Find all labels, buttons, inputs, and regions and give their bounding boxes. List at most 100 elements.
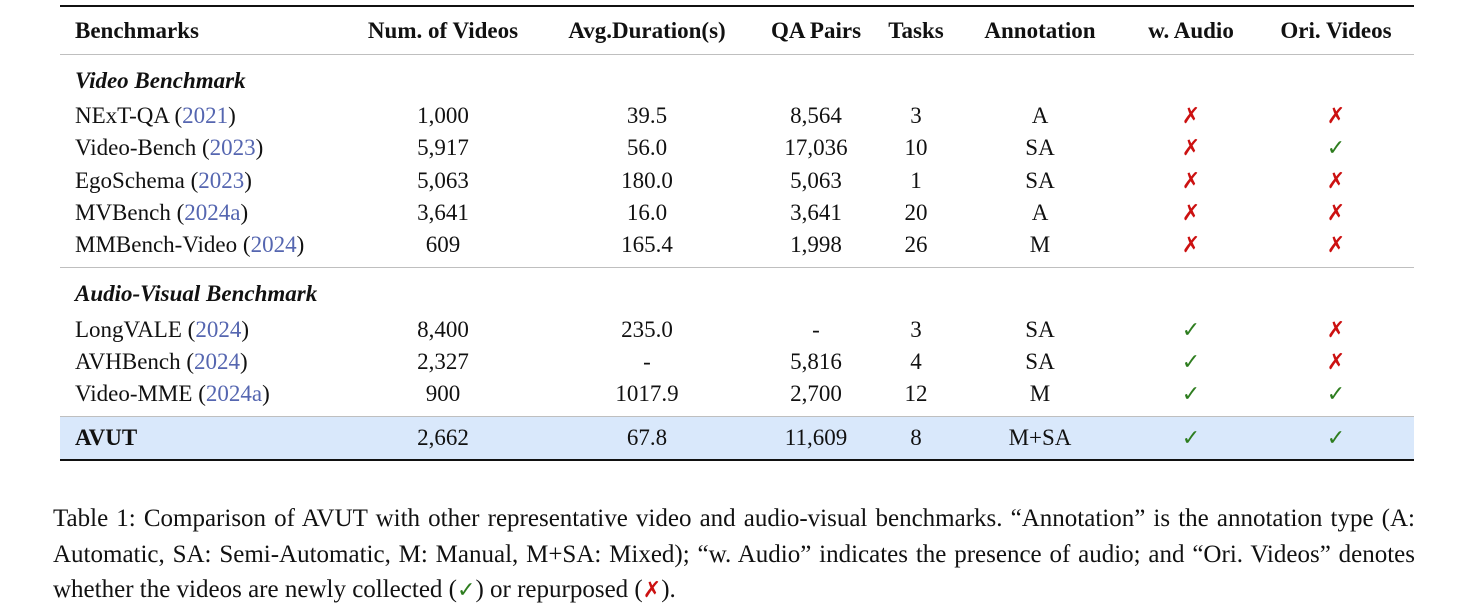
- avg-duration-cell: 39.5: [626, 103, 668, 129]
- tasks-cell: 1: [910, 167, 922, 193]
- header-num-videos: Num. of Videos: [367, 17, 519, 43]
- section-header-row: Audio-Visual Benchmark: [60, 267, 1414, 314]
- benchmark-name: AVHBench: [75, 348, 181, 374]
- check-icon: ✓: [1181, 317, 1201, 343]
- qa-pairs-cell: 1,998: [790, 232, 842, 258]
- tasks-cell: 26: [904, 232, 928, 258]
- qa-pairs-cell: 5,816: [790, 348, 842, 374]
- annotation-cell: A: [1031, 200, 1049, 226]
- annotation-cell: M: [1029, 381, 1051, 407]
- header-ori-videos: Ori. Videos: [1280, 17, 1392, 43]
- check-icon: ✓: [1326, 382, 1346, 408]
- tasks-cell: 8: [910, 425, 922, 451]
- comparison-table: Benchmarks Num. of Videos Avg.Duration(s…: [60, 5, 1414, 461]
- check-icon: ✓: [1181, 426, 1201, 452]
- w-audio-cell: ✗: [1124, 132, 1258, 164]
- table-row: Video-Bench (2023) 5,917 56.0 17,036 10 SA ✗ ✓: [60, 132, 1414, 164]
- cross-icon: ✗: [1181, 168, 1201, 194]
- header-avg-duration: Avg.Duration(s): [568, 17, 726, 43]
- num-videos-cell: 3,641: [417, 200, 469, 226]
- w-audio-cell: ✓: [1124, 346, 1258, 378]
- benchmark-name: LongVALE: [75, 316, 182, 342]
- comparison-table-container: Benchmarks Num. of Videos Avg.Duration(s…: [60, 5, 1414, 461]
- table-row: NExT-QA (2021) 1,000 39.5 8,564 3 A ✗ ✗: [60, 100, 1414, 132]
- ori-videos-cell: ✗: [1258, 100, 1414, 132]
- citation-link[interactable]: 2024: [250, 232, 297, 258]
- num-videos-cell: 1,000: [417, 103, 469, 129]
- annotation-cell: SA: [1025, 135, 1055, 161]
- citation-link[interactable]: 2023: [198, 167, 245, 193]
- cross-icon: ✗: [1181, 136, 1201, 162]
- cross-icon: ✗: [1326, 317, 1346, 343]
- qa-pairs-cell: 17,036: [784, 135, 848, 161]
- benchmark-name-cell: MVBench (2024a): [75, 200, 249, 226]
- header-tasks: Tasks: [888, 17, 944, 43]
- qa-pairs-cell: 2,700: [790, 381, 842, 407]
- cross-icon: ✗: [1181, 201, 1201, 227]
- benchmark-name-cell: Video-Bench (2023): [75, 135, 264, 161]
- header-annotation: Annotation: [984, 17, 1096, 43]
- citation-link[interactable]: 2024: [195, 316, 242, 342]
- annotation-cell: A: [1031, 103, 1049, 129]
- avg-duration-cell: 56.0: [626, 135, 668, 161]
- w-audio-cell: ✗: [1124, 229, 1258, 268]
- annotation-cell: SA: [1025, 316, 1055, 342]
- ours-row: AVUT 2,662 67.8 11,609 8 M+SA ✓ ✓: [60, 416, 1414, 461]
- table-row: LongVALE (2024) 8,400 235.0 - 3 SA ✓ ✗: [60, 313, 1414, 345]
- tasks-cell: 4: [910, 348, 922, 374]
- benchmark-name-cell: AVHBench (2024): [75, 348, 248, 374]
- citation-link[interactable]: 2024: [194, 348, 241, 374]
- benchmark-name-cell: Video-MME (2024a): [75, 381, 270, 407]
- ori-videos-cell: ✓: [1258, 417, 1414, 461]
- avg-duration-cell: 1017.9: [615, 381, 679, 407]
- benchmark-name-cell: EgoSchema (2023): [75, 167, 252, 193]
- table-row: MVBench (2024a) 3,641 16.0 3,641 20 A ✗ ✗: [60, 197, 1414, 229]
- ori-videos-cell: ✗: [1258, 313, 1414, 345]
- section-title: Audio-Visual Benchmark: [75, 280, 318, 306]
- caption-check-icon: ✓: [457, 578, 476, 603]
- ori-videos-cell: ✗: [1258, 197, 1414, 229]
- section-title: Video Benchmark: [75, 67, 246, 93]
- caption-text-2: ) or repurposed (: [475, 576, 643, 603]
- citation-link[interactable]: 2024a: [184, 200, 241, 226]
- qa-pairs-cell: 5,063: [790, 167, 842, 193]
- header-w-audio: w. Audio: [1148, 17, 1234, 43]
- num-videos-cell: 5,917: [417, 135, 469, 161]
- tasks-cell: 10: [904, 135, 928, 161]
- w-audio-cell: ✗: [1124, 197, 1258, 229]
- qa-pairs-cell: 3,641: [790, 200, 842, 226]
- w-audio-cell: ✓: [1124, 378, 1258, 417]
- avg-duration-cell: 16.0: [626, 200, 668, 226]
- annotation-cell: SA: [1025, 167, 1055, 193]
- table-row: Video-MME (2024a) 900 1017.9 2,700 12 M ✓ ✓: [60, 378, 1414, 417]
- table-caption: Table 1: Comparison of AVUT with other r…: [53, 501, 1415, 609]
- benchmark-name: Video-Bench: [75, 135, 197, 161]
- citation-link[interactable]: 2021: [182, 103, 229, 129]
- qa-pairs-cell: -: [812, 316, 820, 342]
- tasks-cell: 20: [904, 200, 928, 226]
- section-header-row: Video Benchmark: [60, 55, 1414, 101]
- ori-videos-cell: ✓: [1258, 132, 1414, 164]
- num-videos-cell: 2,327: [417, 348, 469, 374]
- tasks-cell: 12: [904, 381, 928, 407]
- avg-duration-cell: 235.0: [621, 316, 673, 342]
- caption-cross-icon: ✗: [642, 578, 662, 603]
- check-icon: ✓: [1326, 136, 1346, 162]
- cross-icon: ✗: [1181, 233, 1201, 259]
- header-qa-pairs: QA Pairs: [770, 17, 862, 43]
- num-videos-cell: 2,662: [417, 425, 469, 451]
- benchmark-name: EgoSchema: [75, 167, 185, 193]
- caption-text-3: ).: [661, 576, 676, 603]
- cross-icon: ✗: [1181, 104, 1201, 130]
- ori-videos-cell: ✗: [1258, 165, 1414, 197]
- cross-icon: ✗: [1326, 168, 1346, 194]
- citation-link[interactable]: 2024a: [205, 381, 263, 407]
- check-icon: ✓: [1326, 426, 1346, 452]
- table-row: AVHBench (2024) 2,327 - 5,816 4 SA ✓ ✗: [60, 346, 1414, 378]
- w-audio-cell: ✗: [1124, 165, 1258, 197]
- qa-pairs-cell: 11,609: [784, 425, 848, 451]
- tasks-cell: 3: [910, 103, 922, 129]
- citation-link[interactable]: 2023: [209, 135, 256, 161]
- benchmark-name: MMBench-Video: [75, 232, 238, 258]
- avg-duration-cell: -: [643, 348, 651, 374]
